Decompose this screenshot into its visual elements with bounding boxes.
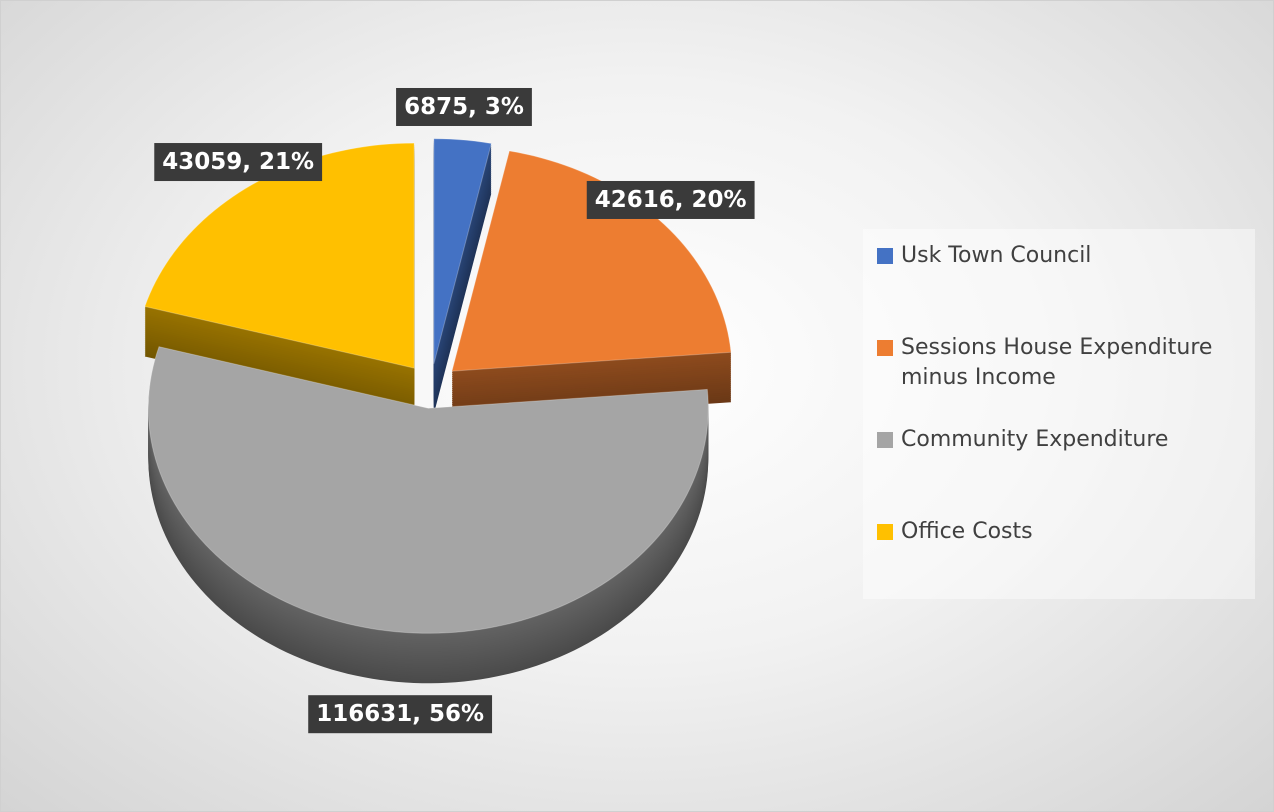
value-label-box <box>154 143 323 182</box>
value-label-group: 43059, 21% <box>154 143 323 182</box>
value-label: 6875, 3% <box>404 94 524 120</box>
legend-label: Office Costs <box>901 519 1033 544</box>
legend-swatch <box>877 432 893 448</box>
value-label: 116631, 56% <box>316 701 484 727</box>
value-label-group: 42616, 20% <box>586 180 755 219</box>
slice <box>451 150 732 372</box>
legend-label: Usk Town Council <box>901 243 1092 268</box>
value-label-group: 6875, 3% <box>396 87 532 126</box>
slice <box>144 142 415 369</box>
value-label: 42616, 20% <box>595 187 747 213</box>
value-label-group: 116631, 56% <box>308 695 493 734</box>
legend: Usk Town Council Sessions House Expenditu… <box>863 229 1255 599</box>
value-label-box <box>308 695 493 734</box>
legend-item: Usk Town Council <box>877 241 1241 333</box>
legend-label: Sessions House Expenditure minus Income <box>901 335 1213 390</box>
legend-swatch <box>877 248 893 264</box>
legend-label: Community Expenditure <box>901 427 1169 452</box>
legend-item: Community Expenditure <box>877 425 1241 517</box>
legend-item: Sessions House Expenditure minus Income <box>877 333 1241 425</box>
value-label-box <box>396 87 532 126</box>
value-label: 43059, 21% <box>162 149 314 175</box>
slice <box>433 138 492 364</box>
legend-swatch <box>877 524 893 540</box>
legend-item: Office Costs <box>877 517 1241 609</box>
slice <box>147 346 709 634</box>
value-label-box <box>586 180 755 219</box>
legend-swatch <box>877 340 893 356</box>
